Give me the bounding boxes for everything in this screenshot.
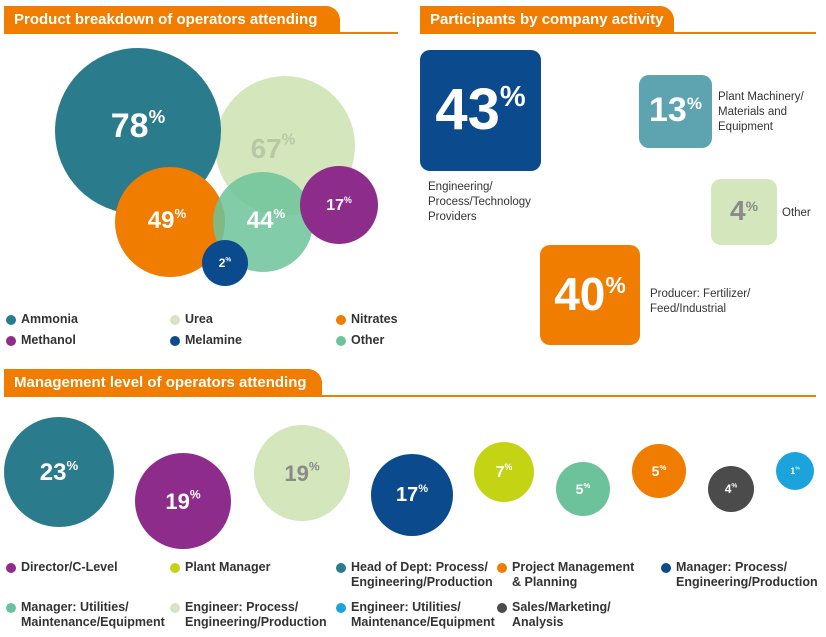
legend-item-plant-manager: Plant Manager <box>170 560 270 575</box>
legend-item-other: Other <box>336 333 384 348</box>
legend-label: Methanol <box>21 333 76 347</box>
legend-item-engineer-utilities-maintenance-equipment: Engineer: Utilities/ Maintenance/Equipme… <box>336 600 495 630</box>
legend-label: Melamine <box>185 333 242 347</box>
activity-label-other: Other <box>782 207 811 219</box>
activity-label-plant-machinery-materials-and-equipment: Plant Machinery/ Materials and Equipment <box>718 91 804 133</box>
legend-swatch <box>336 603 346 613</box>
product-value-label-nitrates: 49% <box>148 205 187 233</box>
product-value-label-melamine: 2% <box>219 256 232 270</box>
legend-label: Ammonia <box>21 312 78 326</box>
section-rule-activity <box>420 32 816 34</box>
product-bubble-melamine <box>202 240 248 286</box>
legend-swatch <box>336 336 346 346</box>
legend-label: Nitrates <box>351 312 398 326</box>
legend-label: Manager: Utilities/ Maintenance/Equipmen… <box>21 600 165 629</box>
legend-swatch <box>336 563 346 573</box>
management-bubble-sales-marketing-analysis <box>708 466 754 512</box>
product-value-label-other: 44% <box>247 205 286 233</box>
management-value-label-manager-utilities-maintenance-equipment: 5% <box>576 480 591 497</box>
management-value-label-director-c-level: 19% <box>165 487 200 513</box>
management-bubble-director-c-level <box>135 453 231 549</box>
legend-label: Head of Dept: Process/ Engineering/Produ… <box>351 560 493 589</box>
activity-value-plant-machinery-materials-and-equipment: 13% <box>649 91 702 130</box>
management-value-label-project-management-planning: 5% <box>652 462 667 479</box>
legend-label: Engineer: Utilities/ Maintenance/Equipme… <box>351 600 495 629</box>
activity-box-plant-machinery-materials-and-equipment: 13% <box>639 75 712 148</box>
legend-item-sales-marketing-analysis: Sales/Marketing/ Analysis <box>497 600 611 630</box>
legend-item-director-c-level: Director/C-Level <box>6 560 118 575</box>
activity-box-other: 4% <box>711 179 777 245</box>
management-bubble-engineer-process-engineering-production <box>254 425 350 521</box>
legend-item-project-management-planning: Project Management & Planning <box>497 560 634 590</box>
management-bubble-plant-manager <box>474 442 534 502</box>
management-bubble-manager-process-engineering-production <box>371 454 453 536</box>
section-title-company-activity: Participants by company activity <box>420 6 674 34</box>
management-value-label-engineer-utilities-maintenance-equipment: 1% <box>790 465 800 476</box>
legend-swatch <box>170 336 180 346</box>
legend-item-nitrates: Nitrates <box>336 312 398 327</box>
legend-item-engineer-process-engineering-production: Engineer: Process/ Engineering/Productio… <box>170 600 327 630</box>
management-value-label-engineer-process-engineering-production: 19% <box>284 459 319 485</box>
legend-item-ammonia: Ammonia <box>6 312 78 327</box>
legend-label: Sales/Marketing/ Analysis <box>512 600 611 629</box>
legend-swatch <box>6 603 16 613</box>
legend-item-melamine: Melamine <box>170 333 242 348</box>
management-value-label-sales-marketing-analysis: 4% <box>725 482 738 496</box>
legend-swatch <box>6 563 16 573</box>
legend-label: Project Management & Planning <box>512 560 635 589</box>
legend-label: Manager: Process/ Engineering/Production <box>676 560 818 589</box>
legend-item-manager-utilities-maintenance-equipment: Manager: Utilities/ Maintenance/Equipmen… <box>6 600 165 630</box>
management-bubble-engineer-utilities-maintenance-equipment <box>776 452 814 490</box>
legend-swatch <box>497 563 507 573</box>
legend-swatch <box>170 563 180 573</box>
section-title-product-breakdown: Product breakdown of operators attending <box>4 6 340 34</box>
legend-label: Engineer: Process/ Engineering/Productio… <box>185 600 327 629</box>
activity-label-producer-fertilizer-feed-industrial: Producer: Fertilizer/ Feed/Industrial <box>650 288 751 315</box>
legend-label: Director/C-Level <box>21 560 118 574</box>
activity-value-engineering-process-technology-providers: 43% <box>435 76 526 142</box>
section-title-management-level: Management level of operators attending <box>4 369 322 397</box>
legend-label: Other <box>351 333 385 347</box>
management-value-label-manager-process-engineering-production: 17% <box>396 483 428 506</box>
management-value-label-head-of-dept-process-engineering-production: 23% <box>40 457 79 485</box>
product-bubble-nitrates <box>115 167 225 277</box>
legend-item-manager-process-engineering-production: Manager: Process/ Engineering/Production <box>661 560 818 590</box>
legend-label: Plant Manager <box>185 560 271 574</box>
activity-box-producer-fertilizer-feed-industrial: 40% <box>540 245 640 345</box>
section-rule-product <box>4 32 398 34</box>
product-bubble-methanol <box>300 166 378 244</box>
management-bubble-project-management-planning <box>632 444 686 498</box>
management-bubble-head-of-dept-process-engineering-production <box>4 417 114 527</box>
activity-value-other: 4% <box>729 195 759 227</box>
legend-item-head-of-dept-process-engineering-production: Head of Dept: Process/ Engineering/Produ… <box>336 560 493 590</box>
activity-value-producer-fertilizer-feed-industrial: 40% <box>554 268 626 321</box>
legend-swatch <box>336 315 346 325</box>
legend-swatch <box>497 603 507 613</box>
legend-swatch <box>661 563 671 573</box>
product-value-label-ammonia: 78% <box>111 105 166 145</box>
legend-label: Urea <box>185 312 213 326</box>
management-value-label-plant-manager: 7% <box>496 462 513 480</box>
section-rule-management <box>4 395 816 397</box>
legend-swatch <box>6 315 16 325</box>
management-bubble-manager-utilities-maintenance-equipment <box>556 462 610 516</box>
product-value-label-urea: 67% <box>251 131 296 163</box>
legend-swatch <box>170 603 180 613</box>
legend-item-urea: Urea <box>170 312 213 327</box>
activity-box-engineering-process-technology-providers: 43% <box>420 50 541 171</box>
legend-item-methanol: Methanol <box>6 333 76 348</box>
legend-swatch <box>170 315 180 325</box>
product-value-label-methanol: 17% <box>326 195 352 213</box>
activity-label-engineering-process-technology-providers: Engineering/ Process/Technology Provider… <box>428 181 531 223</box>
legend-swatch <box>6 336 16 346</box>
